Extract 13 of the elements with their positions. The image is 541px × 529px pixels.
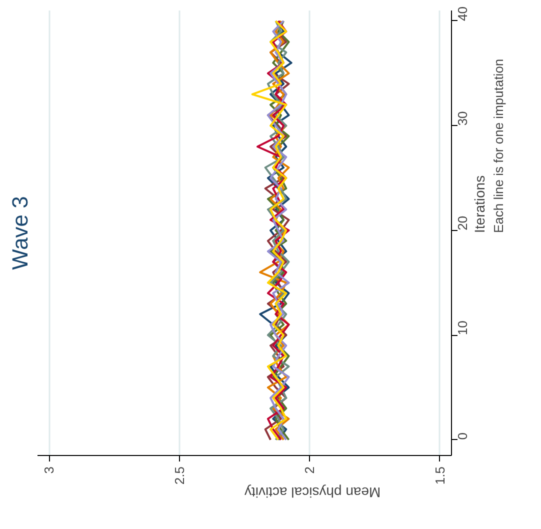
- text: Each line is for one imputation: [491, 58, 506, 233]
- y-tick-label: 30: [455, 111, 470, 126]
- y-tick-label: 20: [455, 216, 470, 230]
- y-tick-label: 10: [455, 320, 470, 336]
- x-tick-label: 2.5: [172, 466, 187, 485]
- y-tick-label: 40: [455, 6, 470, 21]
- y-axis-title: Iterations: [472, 175, 488, 233]
- y-tick-label: 0: [455, 432, 470, 440]
- x-tick-label: 3: [42, 466, 57, 474]
- x-tick-label: 2: [302, 466, 318, 474]
- x-tick-label: 1.5: [432, 466, 448, 485]
- text: Wave 3: [8, 196, 32, 270]
- x-axis-title: Mean physical activity: [244, 484, 381, 501]
